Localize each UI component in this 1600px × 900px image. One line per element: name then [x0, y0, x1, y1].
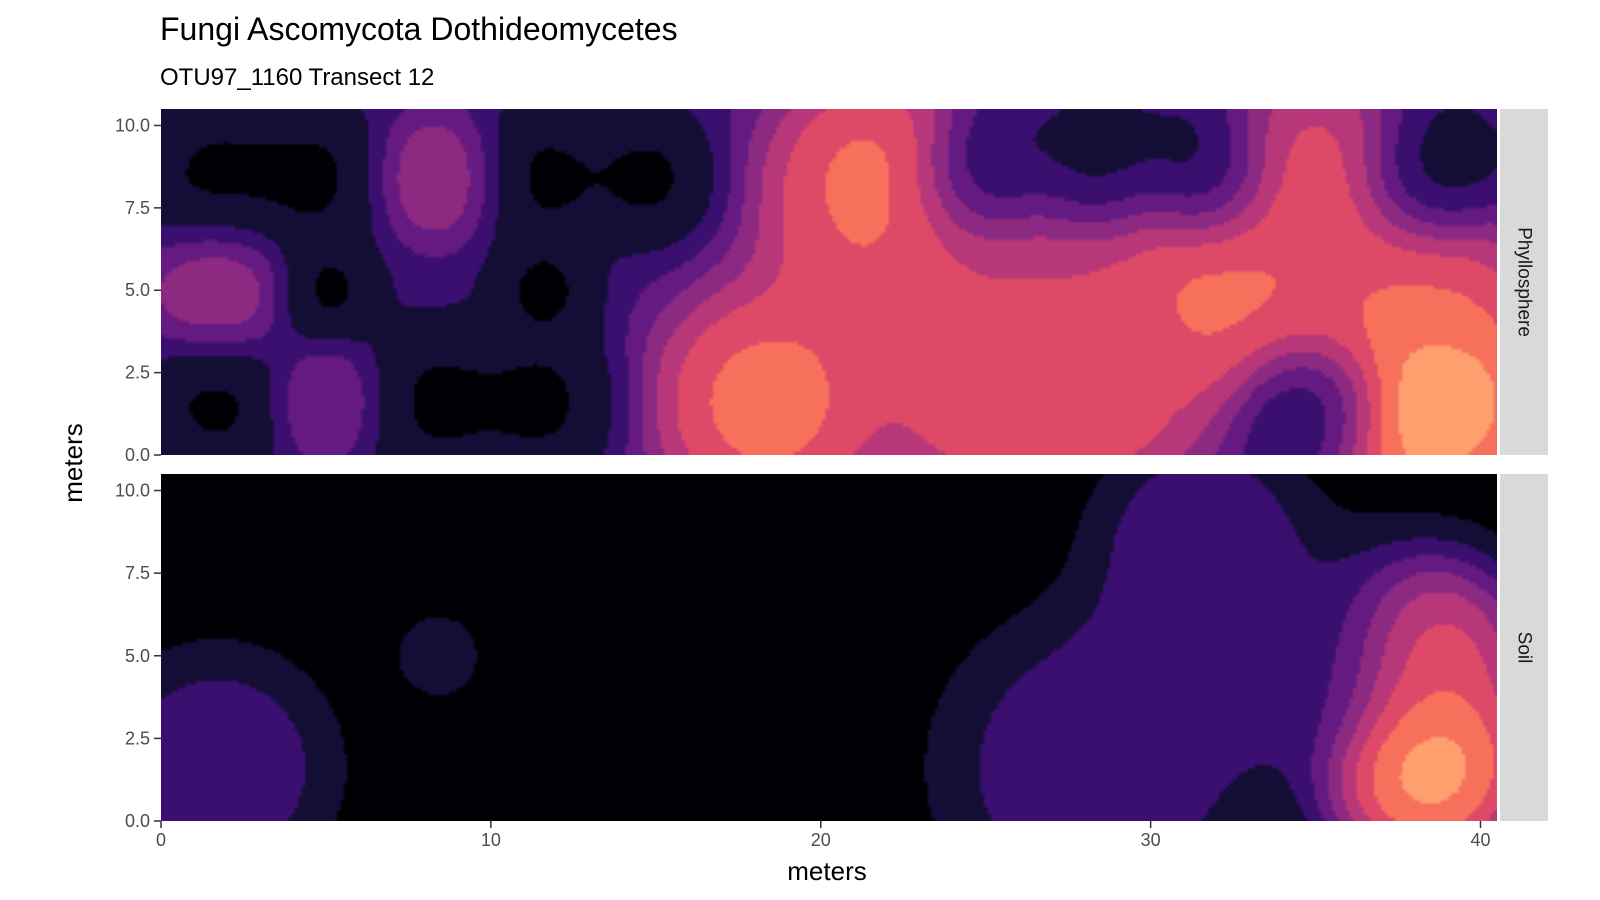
facet-label: Soil [1514, 632, 1535, 664]
y-tick-label: 10.0 [115, 115, 150, 135]
y-tick-label: 2.5 [125, 363, 150, 383]
y-tick-label: 10.0 [115, 481, 150, 501]
x-tick-label: 10 [481, 830, 501, 850]
heatmap-surface [161, 109, 1497, 455]
panel-soil [161, 474, 1497, 821]
chart-title: Fungi Ascomycota Dothideomycetes [160, 11, 678, 47]
x-axis: 0 10 20 30 40 [156, 821, 1491, 850]
chart-subtitle: OTU97_1160 Transect 12 [160, 64, 434, 91]
y-tick-label: 7.5 [125, 198, 150, 218]
y-tick-label: 0.0 [125, 445, 150, 465]
heatmap-surface [161, 474, 1497, 821]
y-axis-phyllosphere: 0.0 2.5 5.0 7.5 10.0 [115, 115, 161, 465]
x-axis-title: meters [787, 856, 866, 886]
y-axis-title: meters [58, 423, 88, 502]
y-tick-label: 7.5 [125, 563, 150, 583]
y-tick-label: 2.5 [125, 728, 150, 748]
y-axis-soil: 0.0 2.5 5.0 7.5 10.0 [115, 481, 161, 831]
x-tick-label: 40 [1470, 830, 1490, 850]
facet-strip-soil: Soil [1500, 474, 1548, 821]
y-tick-label: 0.0 [125, 811, 150, 831]
y-tick-label: 5.0 [125, 646, 150, 666]
facet-label: Phyllosphere [1514, 227, 1535, 337]
x-tick-label: 20 [811, 830, 831, 850]
y-tick-label: 5.0 [125, 280, 150, 300]
x-tick-label: 30 [1141, 830, 1161, 850]
facet-panels: Phyllosphere 0.0 2.5 5.0 7.5 10.0 Soil 0.0 2.5 5.… [115, 109, 1548, 831]
x-tick-label: 0 [156, 830, 166, 850]
panel-phyllosphere [161, 109, 1497, 455]
facet-strip-phyllosphere: Phyllosphere [1500, 109, 1548, 455]
